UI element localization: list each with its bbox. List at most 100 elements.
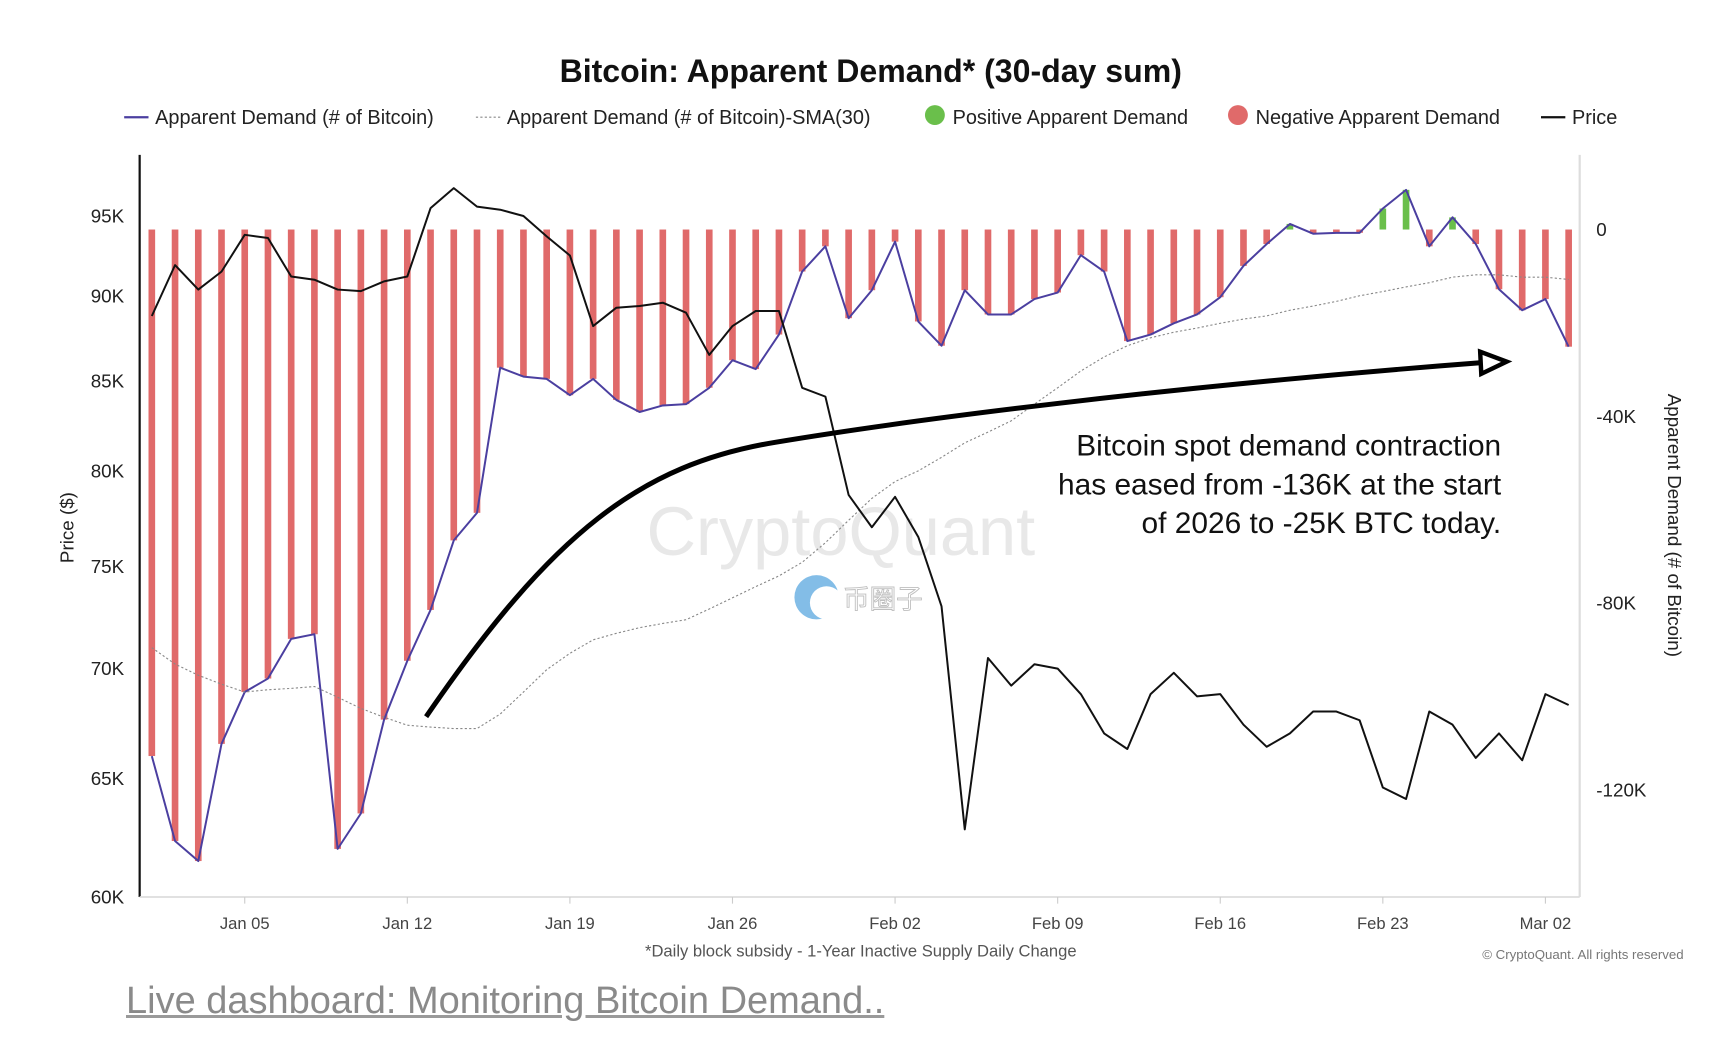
negative-demand-bar (682, 229, 690, 405)
negative-demand-bar (1170, 229, 1178, 324)
negative-demand-bar (1240, 229, 1247, 266)
negative-demand-bar (1542, 229, 1549, 300)
x-tick-label: Jan 19 (545, 914, 595, 933)
right-tick-label: -120K (1596, 779, 1647, 800)
negative-demand-bar (1054, 229, 1061, 293)
legend-label: Apparent Demand (# of Bitcoin) (155, 107, 434, 129)
negative-demand-bar (1425, 229, 1433, 247)
chart-title: Bitcoin: Apparent Demand* (30-day sum) (560, 53, 1182, 89)
negative-demand-bar (1147, 229, 1154, 335)
demand-bars (148, 189, 1572, 862)
positive-demand-bar (1286, 223, 1294, 230)
legend-positive[interactable]: Positive Apparent Demand (924, 105, 1189, 129)
negative-demand-bar (613, 229, 620, 400)
negative-demand-bar (729, 229, 736, 361)
legend-dot-icon (1227, 105, 1248, 125)
left-tick-label: 80K (91, 460, 125, 481)
negative-demand-bar (1333, 229, 1340, 233)
x-axis-ticks: Jan 05 Jan 12 Jan 19 Jan 26 Feb 02 Feb 09 Feb … (220, 896, 1572, 933)
negative-demand-bar (636, 229, 643, 413)
legend-dot-icon (924, 105, 945, 125)
watermark: CryptoQuant 币圈子 (647, 493, 1036, 620)
negative-demand-bar (496, 229, 504, 368)
negative-demand-bar (1031, 229, 1038, 300)
legend: Apparent Demand (# of Bitcoin) Apparent D… (124, 105, 1617, 129)
right-axis-title: Apparent Demand (# of Bitcoin) (1664, 394, 1685, 657)
live-dashboard-link[interactable]: Live dashboard: Monitoring Bitcoin Deman… (126, 980, 885, 1022)
annotation-line-2: has eased from -136K at the start (1058, 468, 1502, 501)
left-tick-label: 75K (91, 556, 125, 577)
annotation-arrow (424, 348, 1513, 719)
negative-demand-bar (566, 229, 574, 396)
legend-label: Positive Apparent Demand (953, 107, 1189, 129)
footnote: *Daily block subsidy - 1-Year Inactive S… (645, 942, 1077, 961)
legend-label: Negative Apparent Demand (1256, 107, 1500, 129)
x-tick-label: Feb 09 (1032, 914, 1084, 933)
negative-demand-bar (659, 229, 667, 406)
x-tick-label: Jan 12 (382, 914, 432, 933)
negative-demand-bar (1263, 229, 1271, 244)
legend-sma[interactable]: Apparent Demand (# of Bitcoin)-SMA(30) (475, 107, 871, 129)
negative-demand-bar (984, 229, 992, 315)
negative-demand-bar (473, 229, 481, 513)
price-line (150, 187, 1570, 831)
legend-price[interactable]: Price (1540, 107, 1617, 129)
legend-label: Apparent Demand (# of Bitcoin)-SMA(30) (507, 107, 871, 129)
negative-demand-bar (891, 229, 899, 242)
positive-demand-bar (1449, 217, 1456, 230)
apparent-demand-line (150, 188, 1570, 863)
negative-demand-bar (589, 229, 597, 379)
negative-demand-bar (961, 229, 969, 291)
negative-demand-bar (1216, 229, 1224, 298)
left-axis-ticks: 60K 65K 70K 75K 80K 85K 90K 95K (91, 206, 125, 908)
left-tick-label: 60K (91, 887, 125, 908)
legend-demand[interactable]: Apparent Demand (# of Bitcoin) (124, 107, 434, 129)
right-tick-label: -80K (1596, 593, 1636, 614)
negative-demand-bar (311, 229, 318, 635)
negative-demand-bar (1472, 229, 1480, 244)
watermark-overlay: 币圈子 (843, 584, 923, 614)
negative-demand-bar (357, 229, 365, 814)
negative-demand-bar (775, 229, 783, 335)
negative-demand-bar (218, 229, 225, 744)
x-tick-label: Feb 02 (869, 914, 921, 933)
annotation-line-1: Bitcoin spot demand contraction (1076, 430, 1501, 463)
negative-demand-bar (1007, 229, 1015, 315)
negative-demand-bar (450, 229, 458, 541)
left-tick-label: 85K (91, 370, 125, 391)
negative-demand-bar (334, 229, 341, 849)
positive-demand-bar (1379, 208, 1387, 230)
negative-demand-bar (543, 229, 550, 379)
left-tick-label: 90K (91, 286, 125, 307)
negative-demand-bar (1356, 229, 1363, 233)
negative-demand-bar (914, 229, 922, 322)
negative-demand-bar (171, 229, 179, 841)
right-axis-ticks: 0 -40K -80K -120K (1596, 219, 1647, 800)
negative-demand-bar (403, 229, 411, 661)
negative-demand-bar (938, 229, 945, 346)
legend-negative[interactable]: Negative Apparent Demand (1227, 105, 1500, 129)
negative-demand-bar (1565, 229, 1572, 347)
left-tick-label: 95K (91, 206, 125, 227)
negative-demand-bar (287, 229, 295, 639)
negative-demand-bar (1495, 229, 1503, 290)
negative-demand-bar (520, 229, 527, 377)
negative-demand-bar (705, 229, 713, 388)
negative-demand-bar (380, 229, 388, 720)
left-axis-title: Price ($) (56, 492, 77, 563)
positive-demand-bar (1402, 189, 1410, 230)
x-tick-label: Mar 02 (1520, 914, 1572, 933)
x-tick-label: Jan 05 (220, 914, 270, 933)
negative-demand-bar (194, 229, 202, 862)
negative-demand-bar (1100, 229, 1108, 272)
annotation-line-3: of 2026 to -25K BTC today. (1142, 507, 1502, 540)
watermark-logo-icon: 币圈子 (794, 575, 923, 620)
copyright: © CryptoQuant. All rights reserved (1482, 947, 1683, 962)
watermark-brand: CryptoQuant (647, 493, 1036, 570)
negative-demand-bar (148, 229, 156, 757)
right-tick-label: -40K (1596, 406, 1636, 427)
left-tick-label: 70K (91, 658, 125, 679)
x-tick-label: Feb 23 (1357, 914, 1409, 933)
negative-demand-bar (845, 229, 852, 319)
x-tick-label: Jan 26 (708, 914, 758, 933)
